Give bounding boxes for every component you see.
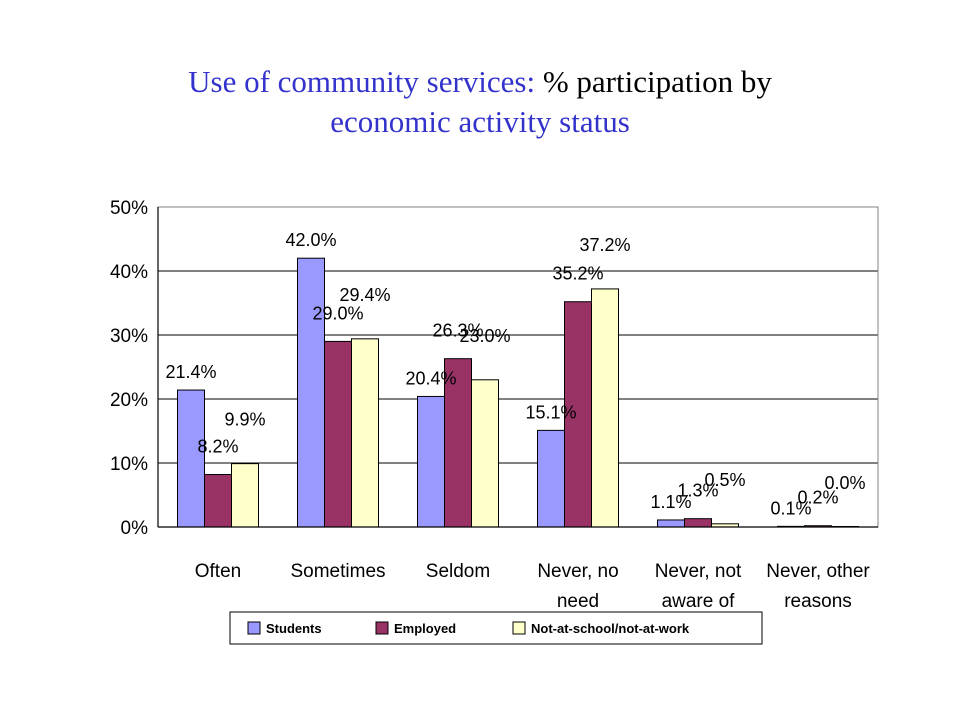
bar-students xyxy=(297,257,325,528)
x-tick-label: need xyxy=(557,591,599,612)
data-label: 9.9% xyxy=(224,410,265,430)
data-label: 1.1% xyxy=(650,492,691,512)
legend-swatch xyxy=(375,621,389,635)
bar-employed xyxy=(324,340,352,528)
bar-not-at-school-not-at-work xyxy=(351,338,379,528)
bars xyxy=(177,257,859,528)
bar-employed xyxy=(204,474,232,528)
title-part-1: Use of community services: xyxy=(188,64,536,99)
title-part-2: % participation by xyxy=(542,64,772,99)
data-labels: 21.4% 8.2% 9.9% 42.0% 29.0%29.4% 20.4% 26.3%23… xyxy=(165,230,865,518)
bar-students xyxy=(417,395,445,528)
data-label: 0.5% xyxy=(704,470,745,490)
page-title: Use of community services: % participati… xyxy=(0,62,960,142)
y-tick-label: 30% xyxy=(110,326,148,347)
data-label: 23.0% xyxy=(459,326,510,346)
x-tick-label: Often xyxy=(195,561,241,582)
data-label: 29.0% xyxy=(312,303,363,323)
x-tick-label: Never, other xyxy=(766,561,870,582)
data-label: 29.4% xyxy=(339,285,390,305)
legend-label: Employed xyxy=(394,621,456,636)
y-tick-label: 40% xyxy=(110,262,148,283)
bar-not-at-school-not-at-work xyxy=(591,288,619,528)
data-label: 35.2% xyxy=(552,264,603,284)
axes: 0% 10% 20% 30% 40% 50% Often Sometimes Seldom Nev… xyxy=(110,198,879,612)
y-tick-label: 50% xyxy=(110,198,148,219)
legend-label: Students xyxy=(266,621,322,636)
data-label: 8.2% xyxy=(197,437,238,457)
bar-students xyxy=(657,519,685,528)
data-label: 20.4% xyxy=(405,368,456,388)
title-line-1: Use of community services: % participati… xyxy=(0,62,960,102)
legend-label: Not-at-school/not-at-work xyxy=(531,621,690,636)
data-label: 15.1% xyxy=(525,402,576,422)
legend-box xyxy=(229,611,763,645)
x-tick-label: Never, no xyxy=(537,561,618,582)
legend: Students Employed Not-at-school/not-at-wor… xyxy=(229,611,763,645)
bar-students xyxy=(177,389,205,528)
data-label: 0.1% xyxy=(770,498,811,518)
data-label: 0.0% xyxy=(824,473,865,493)
legend-swatch xyxy=(247,621,261,635)
y-tick-label: 0% xyxy=(121,518,149,539)
data-label: 21.4% xyxy=(165,362,216,382)
x-tick-label: Sometimes xyxy=(290,561,385,582)
data-label: 0.2% xyxy=(797,488,838,508)
gridlines xyxy=(158,206,878,464)
y-tick-label: 20% xyxy=(110,390,148,411)
bar-students xyxy=(537,429,565,528)
bar-not-at-school-not-at-work xyxy=(231,463,259,528)
x-tick-label: reasons xyxy=(784,591,852,612)
x-tick-label: Never, not xyxy=(655,561,742,582)
data-label: 42.0% xyxy=(285,230,336,250)
plot-area-border xyxy=(157,206,879,528)
x-tick-label: Seldom xyxy=(426,561,490,582)
bar-not-at-school-not-at-work xyxy=(471,379,499,528)
data-label: 26.3% xyxy=(432,321,483,341)
legend-swatch xyxy=(512,621,526,635)
data-label: 37.2% xyxy=(579,235,630,255)
y-tick-label: 10% xyxy=(110,454,148,475)
data-label: 1.3% xyxy=(677,481,718,501)
title-line-2: economic activity status xyxy=(330,104,630,139)
x-tick-label: aware of xyxy=(662,591,736,612)
bar-employed xyxy=(684,518,712,528)
